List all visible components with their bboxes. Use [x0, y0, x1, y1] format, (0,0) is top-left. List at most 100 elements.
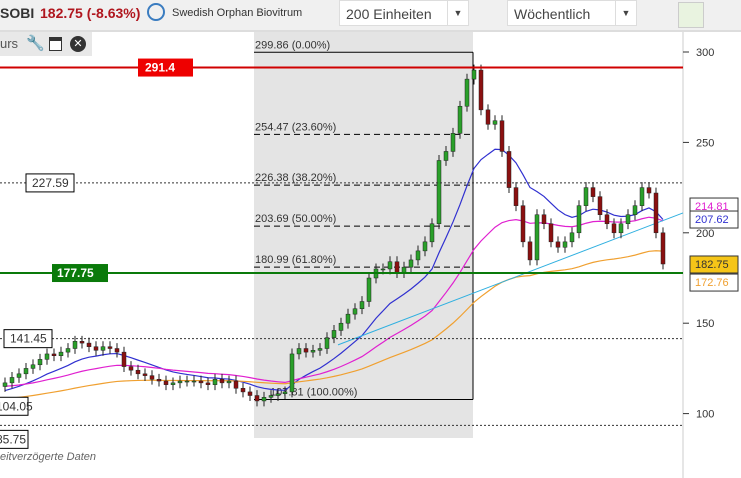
- candle-up: [366, 277, 372, 302]
- candle-down: [254, 395, 260, 402]
- value-label: 182.75: [695, 259, 729, 271]
- candle-down: [142, 373, 148, 376]
- candle-down: [198, 380, 204, 384]
- chart-tools-icon[interactable]: [678, 2, 704, 28]
- level-label-box: [25, 173, 75, 193]
- level-label: 227.59: [32, 176, 69, 190]
- y-tick-label: 250: [696, 137, 714, 149]
- fib-label: 299.86 (0.00%): [255, 39, 330, 51]
- candle-up: [359, 301, 365, 309]
- candle-down: [611, 223, 617, 234]
- candle-down: [149, 375, 155, 380]
- candle-down: [499, 120, 505, 152]
- candle-up: [23, 368, 29, 375]
- candle-up: [443, 151, 449, 161]
- interval-select-value: Wöchentlich: [514, 6, 591, 22]
- candle-down: [660, 232, 666, 265]
- candle-up: [212, 378, 218, 385]
- wrench-icon[interactable]: 🔧: [26, 35, 45, 52]
- fib-label: 226.38 (38.20%): [255, 172, 336, 184]
- candle-up: [345, 313, 351, 324]
- candle-up: [9, 377, 15, 384]
- candle-down: [604, 214, 610, 225]
- candle-down: [541, 214, 547, 225]
- value-label: 214.81: [695, 201, 729, 213]
- candle-up: [331, 330, 337, 338]
- value-label-box: [689, 255, 739, 274]
- candle-down: [114, 348, 120, 353]
- value-label: 172.76: [695, 277, 729, 289]
- candle-up: [492, 120, 498, 125]
- units-select[interactable]: 200 Einheiten ▼: [339, 0, 469, 26]
- candle-up: [415, 250, 421, 261]
- delayed-data-note: eitverzögerte Daten: [0, 451, 96, 463]
- y-tick-label: 150: [696, 318, 714, 330]
- ma-mid-line: [4, 216, 664, 387]
- ma-fast-line: [4, 148, 664, 392]
- candle-up: [639, 187, 645, 206]
- candle-up: [37, 359, 43, 366]
- candle-up: [338, 322, 344, 331]
- candle-up: [275, 393, 281, 396]
- level-label: 141.45: [10, 332, 47, 346]
- candle-up: [226, 380, 232, 384]
- candle-up: [464, 78, 470, 107]
- candle-up: [296, 348, 302, 355]
- candle-down: [219, 378, 225, 384]
- header-bar: SOBI 182.75 (-8.63%) Swedish Orphan Biov…: [0, 0, 741, 32]
- candle-down: [555, 241, 561, 248]
- candle-up: [576, 205, 582, 234]
- value-label-box: [689, 273, 739, 292]
- candle-up: [72, 341, 78, 349]
- candle-down: [590, 187, 596, 197]
- candle-up: [268, 395, 274, 398]
- candle-down: [520, 205, 526, 243]
- ma-slow-line: [4, 250, 664, 400]
- candle-down: [548, 223, 554, 243]
- value-label: 207.62: [695, 214, 729, 226]
- candle-up: [408, 259, 414, 268]
- candle-up: [282, 391, 288, 394]
- candle-down: [485, 109, 491, 125]
- candle-up: [387, 261, 393, 270]
- value-label-box: [689, 210, 739, 229]
- candle-up: [324, 337, 330, 349]
- candle-down: [51, 353, 57, 356]
- candle-up: [30, 364, 36, 369]
- level-label-box: [138, 58, 193, 77]
- candle-down: [303, 348, 309, 353]
- window-icon[interactable]: [49, 37, 62, 51]
- fib-label: 180.99 (61.80%): [255, 254, 336, 266]
- fib-zone: [254, 32, 473, 438]
- candle-down: [79, 341, 85, 344]
- interval-select[interactable]: Wöchentlich ▼: [507, 0, 637, 26]
- candle-up: [65, 348, 71, 353]
- trend-line: [337, 212, 684, 346]
- candle-down: [653, 192, 659, 234]
- candle-down: [107, 346, 113, 349]
- candle-down: [233, 380, 239, 389]
- candle-up: [184, 380, 190, 383]
- price-chart: 100 150 200 250 300 299.86 (0.00%) 254.47 (23.…: [0, 32, 739, 478]
- level-label: 85.75: [0, 432, 26, 446]
- fib-label: 254.47 (23.60%): [255, 121, 336, 133]
- candle-up: [170, 382, 176, 385]
- candle-up: [191, 380, 197, 383]
- candle-up: [380, 268, 386, 271]
- candle-up: [422, 241, 428, 252]
- candle-up: [261, 397, 267, 402]
- close-icon[interactable]: ✕: [70, 36, 86, 52]
- candle-down: [121, 351, 127, 367]
- candle-up: [100, 346, 106, 351]
- candle-up: [44, 353, 50, 360]
- candle-up: [457, 105, 463, 134]
- candle-down: [128, 366, 134, 371]
- candle-up: [58, 351, 64, 356]
- candle-up: [471, 69, 477, 80]
- candle-down: [513, 187, 519, 206]
- level-label-box: [52, 264, 108, 283]
- level-label: 104.05: [0, 399, 33, 413]
- delay-clock-icon[interactable]: [147, 3, 165, 21]
- candle-down: [163, 380, 169, 385]
- candle-down: [646, 187, 652, 194]
